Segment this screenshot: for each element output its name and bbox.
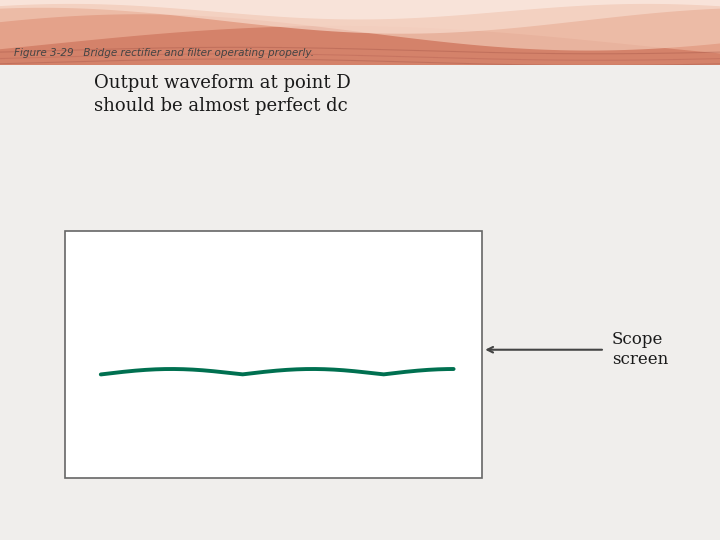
Polygon shape	[0, 0, 720, 19]
Polygon shape	[0, 0, 720, 33]
Polygon shape	[0, 0, 720, 51]
Text: Output waveform at point D
should be almost perfect dc: Output waveform at point D should be alm…	[94, 75, 351, 115]
Polygon shape	[0, 0, 720, 53]
Bar	[65, 231, 482, 478]
Text: Scope
screen: Scope screen	[612, 332, 668, 368]
Text: Figure 3-29   Bridge rectifier and filter operating properly.: Figure 3-29 Bridge rectifier and filter …	[14, 48, 315, 58]
